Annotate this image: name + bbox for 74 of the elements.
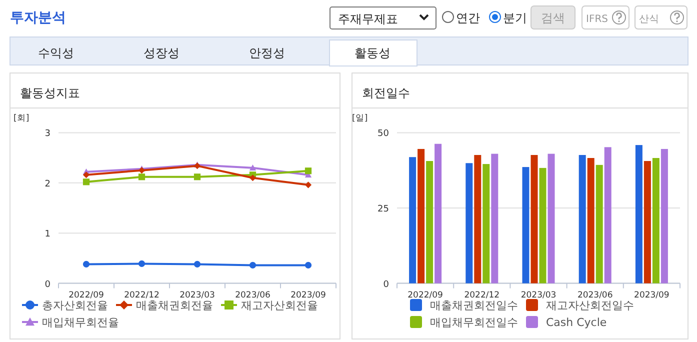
point — [304, 262, 312, 269]
bar — [578, 154, 586, 284]
text: 투자분석 — [10, 10, 66, 26]
legend-label: 총자산회전율 — [42, 299, 108, 312]
bar — [548, 154, 555, 284]
point — [82, 178, 90, 186]
point — [194, 174, 201, 180]
x-tick-label: 2022/12 — [464, 290, 500, 300]
bar — [474, 154, 482, 284]
text: 검색 — [541, 11, 565, 25]
bar — [596, 164, 603, 284]
bar — [652, 158, 660, 284]
bar — [418, 148, 425, 284]
bar — [530, 154, 538, 284]
legend-label: 매출채권회전일수 — [430, 299, 518, 312]
y-tick-label: 1 — [44, 230, 50, 240]
x-tick-label: 2023/06 — [235, 290, 270, 300]
point — [249, 262, 256, 269]
y-tick-label: 50 — [378, 129, 390, 140]
bar — [466, 163, 473, 284]
y-axis-title: [회] — [14, 114, 30, 124]
x-tick-label: 2022/09 — [68, 290, 104, 300]
y-axis-title: [일] — [352, 114, 368, 124]
point — [194, 260, 201, 268]
bar — [434, 144, 442, 284]
legend-label: 매입채무회전일수 — [430, 316, 518, 329]
bar — [635, 145, 642, 284]
y-tick-label: 0 — [44, 280, 51, 290]
bar — [426, 161, 434, 284]
point — [82, 260, 90, 268]
bar — [604, 147, 612, 284]
bar — [660, 148, 668, 284]
text: IFRS — [586, 14, 608, 25]
x-tick-label: 2023/09 — [290, 290, 326, 300]
point — [82, 172, 90, 178]
x-tick-label: 2023/03 — [180, 290, 215, 300]
legend-label: Cash Cycle — [546, 316, 607, 329]
text: 연간 — [456, 11, 480, 25]
point — [138, 167, 146, 174]
x-tick-label: 2022/09 — [408, 290, 443, 300]
text: 주재무제표 — [338, 12, 398, 26]
text: 산식 — [639, 14, 659, 25]
x-tick-label: 2023/09 — [634, 290, 670, 300]
chart-title: 활동성지표 — [20, 86, 80, 100]
y-tick-label: 25 — [378, 204, 389, 214]
point — [249, 174, 256, 182]
point — [249, 164, 256, 170]
point — [304, 182, 312, 188]
bar — [491, 154, 498, 284]
bar — [409, 157, 416, 284]
text: 성장성 — [143, 46, 180, 60]
legend-label: 매입채무회전율 — [42, 316, 119, 329]
y-tick-label: 0 — [383, 280, 390, 290]
bar — [587, 158, 594, 284]
legend-label: 재고자산회전율 — [241, 299, 318, 312]
point — [138, 260, 146, 268]
bar — [539, 168, 546, 284]
legend-label: 매출채권회전율 — [136, 299, 213, 312]
text: 분기 — [503, 11, 527, 25]
chart-title: 회전일수 — [362, 86, 410, 100]
text: 활동성 — [354, 46, 390, 60]
bar — [522, 167, 530, 284]
y-tick-label: 3 — [44, 129, 50, 140]
bar — [644, 161, 651, 284]
x-tick-label: 2022/12 — [124, 290, 160, 300]
text: 수익성 — [38, 46, 74, 60]
text: 안정성 — [248, 46, 285, 60]
bar — [482, 164, 490, 284]
y-tick-label: 2 — [44, 179, 50, 190]
point — [138, 174, 146, 180]
x-tick-label: 2023/03 — [520, 290, 556, 300]
x-tick-label: 2023/06 — [577, 290, 613, 300]
legend-label: 재고자산회전일수 — [546, 299, 634, 312]
point — [304, 168, 312, 174]
